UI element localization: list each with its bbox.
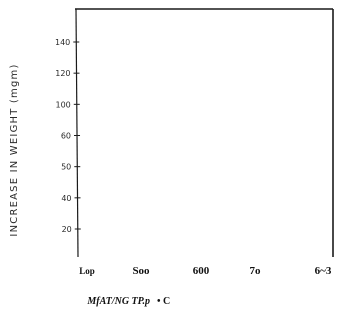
x-tick-label: 7o: [250, 265, 262, 277]
y-axis-label: INCREASE IN WEIGHT (mgm): [9, 63, 20, 236]
y-tick-label: 100: [55, 100, 70, 109]
x-tick-label: Soo: [132, 265, 150, 277]
y-ticks: 20 40 50 60 100 120 140: [55, 38, 81, 234]
y-tick-label: 120: [55, 69, 70, 78]
x-tick-label: 600: [193, 265, 210, 277]
x-axis-label: MfAT/NG TP.p: [86, 296, 150, 307]
x-axis-unit: • C: [157, 296, 170, 307]
y-axis: [75, 8, 79, 258]
x-tick-label: Lop: [79, 266, 95, 276]
axes: [75, 8, 334, 258]
x-ticks: Lop Soo 600 7o 6~3: [79, 265, 332, 277]
y-tick-label: 40: [61, 194, 71, 203]
y-tick-label: 60: [61, 132, 71, 141]
y-tick-label: 140: [55, 38, 70, 47]
y-tick-label: 50: [61, 163, 71, 172]
x-tick-label: 6~3: [315, 265, 332, 277]
y-tick-label: 20: [62, 225, 72, 234]
